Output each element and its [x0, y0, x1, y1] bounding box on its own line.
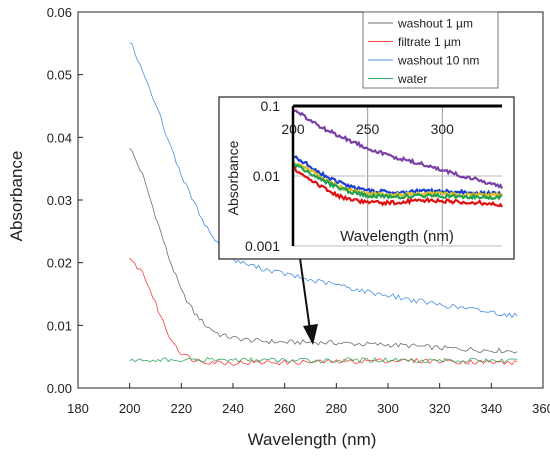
- inset-series-lines: [291, 109, 504, 208]
- inset-chart: 200 250 300 0.1 0.01 0.001 Absorbance Wavelen…: [218, 96, 515, 260]
- inset-series-line: [292, 162, 503, 201]
- legend-items: washout 1 µm filtrate 1 µm washout 10 nm wa…: [368, 17, 479, 86]
- main-y-tick-label: 0.01: [47, 318, 72, 333]
- main-series-line: [129, 42, 518, 319]
- main-series-line: [129, 357, 518, 364]
- main-y-tick-label: 0.04: [47, 130, 72, 145]
- main-x-tick-label: 300: [377, 401, 399, 416]
- main-plot-frame: [77, 11, 544, 389]
- legend-label: filtrate 1 µm: [398, 35, 461, 49]
- inset-series-line: [292, 166, 503, 208]
- legend-label: water: [397, 72, 427, 86]
- main-x-tick-label: 340: [480, 401, 502, 416]
- main-x-tick-label: 260: [274, 401, 296, 416]
- main-y-tick-label: 0.06: [47, 5, 72, 20]
- main-x-tick-label: 180: [67, 401, 89, 416]
- inset-y-tick-label: 0.1: [261, 98, 281, 114]
- main-series-lines: [129, 42, 518, 366]
- inset-series-line: [292, 109, 504, 189]
- inset-y-axis-label: Absorbance: [225, 140, 241, 215]
- main-tick-labels: 180 200 220 240 260 280 300 320 340 360 0.00 0.01 0.…: [47, 5, 550, 416]
- main-series-line: [129, 257, 518, 366]
- inset-tick-labels: 200 250 300 0.1 0.01 0.001: [245, 98, 454, 254]
- main-y-tick-label: 0.00: [47, 381, 72, 396]
- main-x-tick-label: 320: [429, 401, 451, 416]
- legend: washout 1 µm filtrate 1 µm washout 10 nm wa…: [362, 11, 499, 89]
- inset-x-tick-label: 300: [431, 121, 455, 137]
- main-x-tick-label: 280: [325, 401, 347, 416]
- inset-x-tick-label: 250: [356, 121, 380, 137]
- main-y-axis-label: Absorbance: [7, 151, 26, 242]
- main-y-tick-label: 0.05: [47, 68, 72, 83]
- main-y-tick-label: 0.03: [47, 193, 72, 208]
- legend-box: [362, 11, 499, 89]
- main-x-tick-label: 240: [222, 401, 244, 416]
- main-x-tick-label: 360: [532, 401, 550, 416]
- main-series-line: [129, 148, 518, 354]
- legend-label: washout 10 nm: [397, 54, 479, 68]
- inset-x-tick-label: 200: [281, 121, 305, 137]
- inset-x-axis-label: Wavelength (nm): [340, 228, 454, 245]
- main-x-axis-label: Wavelength (nm): [248, 430, 377, 449]
- main-x-tick-label: 220: [170, 401, 192, 416]
- main-y-tick-label: 0.02: [47, 256, 72, 271]
- legend-label: washout 1 µm: [397, 17, 473, 31]
- inset-y-tick-label: 0.001: [245, 238, 280, 254]
- main-x-tick-label: 200: [119, 401, 141, 416]
- main-chart: Absorbance Wavelength (nm) 180 200 220 240 2…: [7, 5, 550, 449]
- inset-y-tick-label: 0.01: [253, 168, 280, 184]
